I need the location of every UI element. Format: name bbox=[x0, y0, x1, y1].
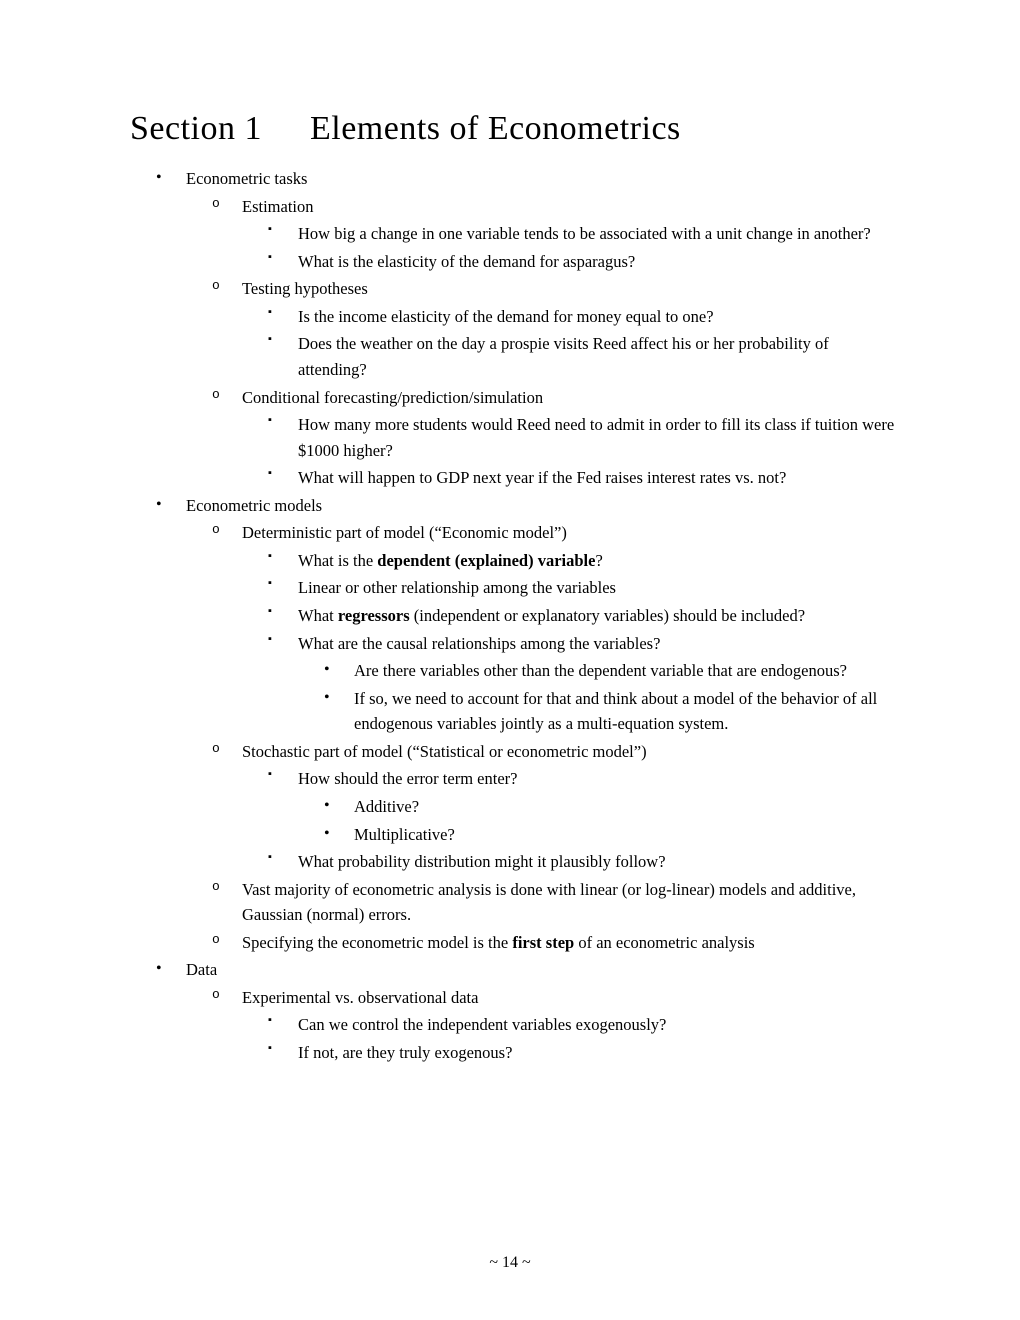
outline-text: Econometric tasks bbox=[186, 169, 307, 188]
outline-level-3: How big a change in one variable tends t… bbox=[242, 221, 900, 274]
outline-text: Econometric models bbox=[186, 496, 322, 515]
outline-item: What will happen to GDP next year if the… bbox=[242, 465, 900, 491]
outline-level-2: Deterministic part of model (“Economic m… bbox=[186, 520, 900, 955]
outline-item: Testing hypotheses Is the income elastici… bbox=[186, 276, 900, 382]
section-heading: Section 1 Elements of Econometrics bbox=[130, 110, 900, 148]
outline-text: How big a change in one variable tends t… bbox=[298, 224, 871, 243]
outline-item: Deterministic part of model (“Economic m… bbox=[186, 520, 900, 737]
outline-item: Additive? bbox=[298, 794, 900, 820]
outline-item: Estimation How big a change in one variab… bbox=[186, 194, 900, 275]
outline-text: Experimental vs. observational data bbox=[242, 988, 478, 1007]
outline-text: What is the dependent (explained) variab… bbox=[298, 551, 603, 570]
outline-item: How big a change in one variable tends t… bbox=[242, 221, 900, 247]
outline-text: Are there variables other than the depen… bbox=[354, 661, 847, 680]
outline-item: Multiplicative? bbox=[298, 822, 900, 848]
document-page: Section 1 Elements of Econometrics Econom… bbox=[0, 0, 1020, 1108]
outline-level-1: Econometric tasks Estimation How big a cha… bbox=[130, 166, 900, 1066]
outline-item: Specifying the econometric model is the … bbox=[186, 930, 900, 956]
outline-item: Data Experimental vs. observational data C… bbox=[130, 957, 900, 1065]
outline-level-3: How many more students would Reed need t… bbox=[242, 412, 900, 491]
outline-text: How should the error term enter? bbox=[298, 769, 517, 788]
outline-level-4: Additive? Multiplicative? bbox=[298, 794, 900, 847]
outline-text: Can we control the independent variables… bbox=[298, 1015, 666, 1034]
page-number: ~ 14 ~ bbox=[0, 1254, 1020, 1272]
outline-text: Estimation bbox=[242, 197, 314, 216]
outline-item: Experimental vs. observational data Can w… bbox=[186, 985, 900, 1066]
outline-item: If so, we need to account for that and t… bbox=[298, 686, 900, 737]
outline-text: Additive? bbox=[354, 797, 419, 816]
outline-item: How should the error term enter? Additive… bbox=[242, 766, 900, 847]
outline-text: Specifying the econometric model is the … bbox=[242, 933, 755, 952]
outline-item: What is the elasticity of the demand for… bbox=[242, 249, 900, 275]
outline-item: Econometric tasks Estimation How big a cha… bbox=[130, 166, 900, 491]
outline-item: Stochastic part of model (“Statistical o… bbox=[186, 739, 900, 875]
outline-item: If not, are they truly exogenous? bbox=[242, 1040, 900, 1066]
outline-item: What is the dependent (explained) variab… bbox=[242, 548, 900, 574]
section-label: Section 1 bbox=[130, 110, 262, 147]
outline-text: What regressors (independent or explanat… bbox=[298, 606, 805, 625]
outline-text: Conditional forecasting/prediction/simul… bbox=[242, 388, 543, 407]
outline-text: What will happen to GDP next year if the… bbox=[298, 468, 786, 487]
outline-item: Does the weather on the day a prospie vi… bbox=[242, 331, 900, 382]
outline-text: Linear or other relationship among the v… bbox=[298, 578, 616, 597]
outline-item: How many more students would Reed need t… bbox=[242, 412, 900, 463]
outline-level-3: How should the error term enter? Additive… bbox=[242, 766, 900, 874]
outline-level-2: Experimental vs. observational data Can w… bbox=[186, 985, 900, 1066]
outline-item: Is the income elasticity of the demand f… bbox=[242, 304, 900, 330]
outline-item: What probability distribution might it p… bbox=[242, 849, 900, 875]
outline-text: Testing hypotheses bbox=[242, 279, 368, 298]
outline-item: Conditional forecasting/prediction/simul… bbox=[186, 385, 900, 491]
outline-item: Econometric models Deterministic part of … bbox=[130, 493, 900, 956]
outline-item: Linear or other relationship among the v… bbox=[242, 575, 900, 601]
outline-text: Does the weather on the day a prospie vi… bbox=[298, 334, 829, 379]
outline-item: Are there variables other than the depen… bbox=[298, 658, 900, 684]
outline-level-4: Are there variables other than the depen… bbox=[298, 658, 900, 737]
outline-text: Data bbox=[186, 960, 217, 979]
outline-level-3: Is the income elasticity of the demand f… bbox=[242, 304, 900, 383]
outline-item: Vast majority of econometric analysis is… bbox=[186, 877, 900, 928]
outline-text: What probability distribution might it p… bbox=[298, 852, 666, 871]
outline-text: Vast majority of econometric analysis is… bbox=[242, 880, 856, 925]
outline-level-3: What is the dependent (explained) variab… bbox=[242, 548, 900, 737]
outline-text: Is the income elasticity of the demand f… bbox=[298, 307, 714, 326]
section-title: Elements of Econometrics bbox=[310, 110, 681, 147]
outline-item: What are the causal relationships among … bbox=[242, 631, 900, 737]
outline-item: Can we control the independent variables… bbox=[242, 1012, 900, 1038]
outline-text: Stochastic part of model (“Statistical o… bbox=[242, 742, 647, 761]
outline-text: Multiplicative? bbox=[354, 825, 455, 844]
outline-text: If not, are they truly exogenous? bbox=[298, 1043, 512, 1062]
outline-text: What is the elasticity of the demand for… bbox=[298, 252, 635, 271]
outline-text: How many more students would Reed need t… bbox=[298, 415, 894, 460]
outline-level-3: Can we control the independent variables… bbox=[242, 1012, 900, 1065]
outline-text: Deterministic part of model (“Economic m… bbox=[242, 523, 567, 542]
outline-text: What are the causal relationships among … bbox=[298, 634, 660, 653]
outline-text: If so, we need to account for that and t… bbox=[354, 689, 877, 734]
outline-item: What regressors (independent or explanat… bbox=[242, 603, 900, 629]
outline-level-2: Estimation How big a change in one variab… bbox=[186, 194, 900, 491]
